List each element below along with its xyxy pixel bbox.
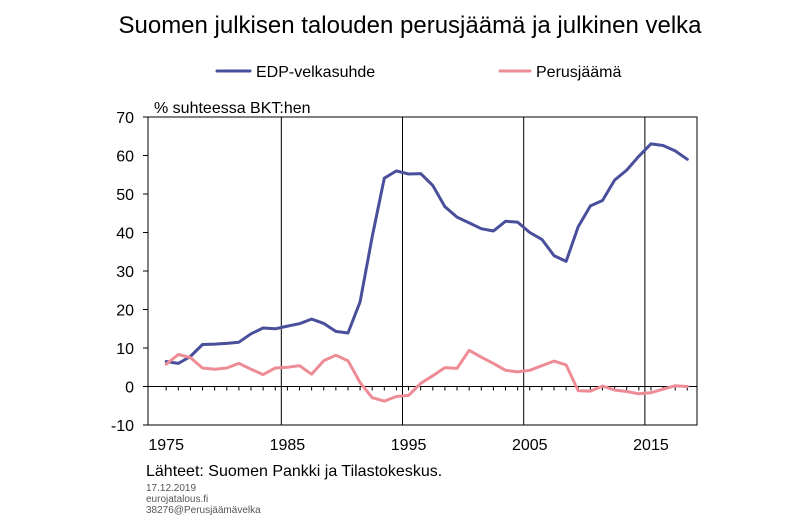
x-tick-label: 1995 — [391, 437, 427, 454]
y-tick-label: 70 — [116, 110, 134, 127]
plot-area: -10 0 10 20 30 40 50 60 70 1975 1985 1995 2005 2015 — [111, 110, 698, 454]
y-tick-label: 40 — [116, 226, 134, 243]
y-tick-label: 60 — [116, 149, 134, 166]
legend-label-edp: EDP-velkasuhde — [256, 64, 375, 81]
x-tick-label: 2015 — [633, 437, 669, 454]
legend-label-perusjaama: Perusjäämä — [536, 64, 621, 81]
series-line-perusjaama — [164, 348, 689, 403]
x-tick-label: 1975 — [148, 437, 184, 454]
x-tick-label: 2005 — [512, 437, 548, 454]
legend: EDP-velkasuhde Perusjäämä — [215, 64, 621, 81]
y-tick-label: 0 — [125, 380, 134, 397]
y-tick-label: 30 — [116, 264, 134, 281]
plot-frame — [147, 116, 698, 426]
y-tick-label: 50 — [116, 187, 134, 204]
series-line-edp — [164, 142, 689, 365]
y-axis-unit-label: % suhteessa BKT:hen — [154, 100, 311, 117]
x-tick-label: 1985 — [270, 437, 306, 454]
y-tick-label: 20 — [116, 303, 134, 320]
y-tick-label: 10 — [116, 341, 134, 358]
footer-code: 38276@Perusjäämävelka — [146, 505, 261, 516]
source-note: Lähteet: Suomen Pankki ja Tilastokeskus. — [146, 463, 442, 480]
chart-title: Suomen julkisen talouden perusjäämä ja j… — [118, 12, 702, 39]
y-tick-label: -10 — [111, 418, 134, 435]
footer-date: 17.12.2019 — [146, 483, 196, 494]
footer-site: eurojatalous.fi — [146, 494, 208, 505]
